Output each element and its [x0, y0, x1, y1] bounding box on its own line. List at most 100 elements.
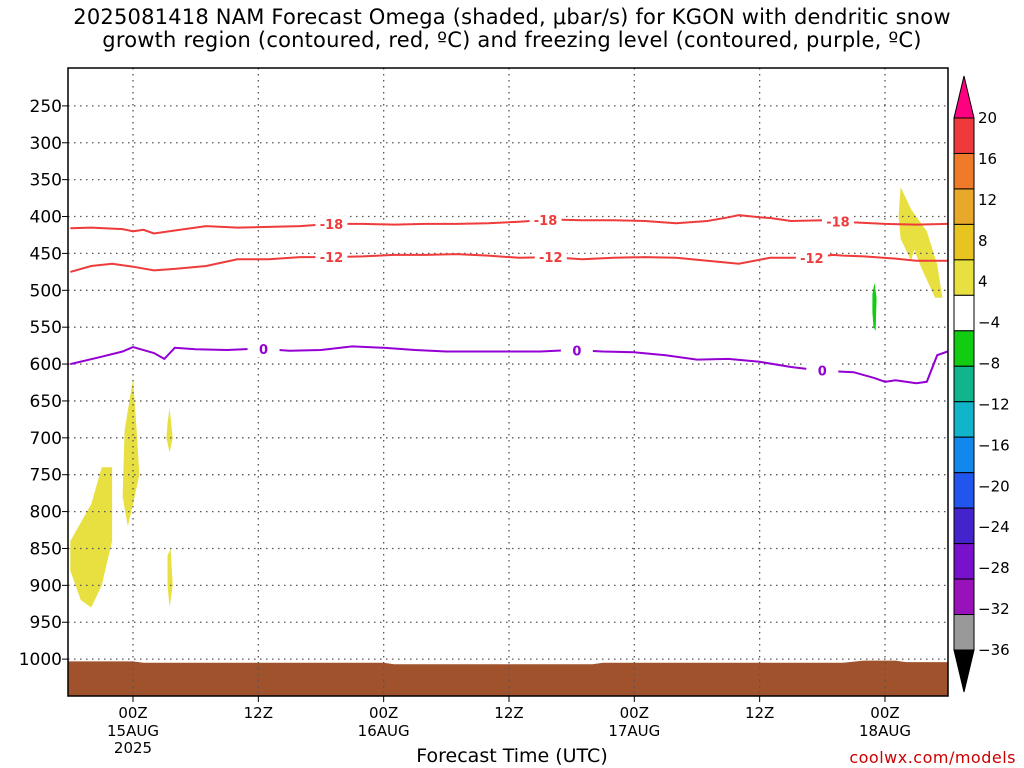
- colorbar: 20 16 12 8 4 −4 −8 −12 −16 −20 −24 −28 −32 −36: [953, 75, 1010, 693]
- chart-title-line-2: growth region (contoured, red, ºC) and f…: [102, 28, 922, 52]
- x-axis-label: Forecast Time (UTC): [416, 745, 608, 767]
- x-tick-date: 18AUG: [859, 722, 911, 740]
- y-tick-label: 400: [30, 208, 62, 228]
- contour-label: -12: [320, 251, 344, 266]
- y-tick-label: 950: [30, 613, 62, 633]
- x-tick-label: 00Z: [870, 704, 899, 722]
- x-tick-label: 12Z: [244, 704, 273, 722]
- contour-label: -18: [826, 215, 850, 230]
- contour-label-bg: [795, 249, 828, 266]
- contour-label: 0: [259, 343, 268, 358]
- colorbar-bin: [953, 259, 975, 296]
- colorbar-bin: [953, 436, 975, 474]
- colorbar-label: 16: [978, 150, 997, 168]
- y-tick-label: 250: [30, 97, 62, 117]
- colorbar-bin: [953, 543, 975, 580]
- y-tick-label: 300: [30, 134, 62, 154]
- colorbar-label: −32: [978, 600, 1010, 618]
- terrain-layer: [68, 660, 948, 696]
- contour-label: 0: [572, 344, 581, 359]
- colorbar-bin: [953, 614, 975, 651]
- colorbar-label: 4: [978, 273, 988, 291]
- colorbar-bin: [953, 365, 975, 403]
- colorbar-label: −20: [978, 477, 1010, 495]
- terrain-fill: [68, 660, 948, 696]
- omega-shaded-region: [167, 548, 173, 608]
- x-tick-label: 12Z: [745, 704, 774, 722]
- y-tick-label: 600: [30, 355, 62, 375]
- y-tick-label: 1000: [19, 650, 62, 670]
- y-tick-label: 450: [30, 244, 62, 264]
- y-tick-label: 650: [30, 392, 62, 412]
- colorbar-bin: [953, 330, 975, 367]
- colorbar-label: 12: [978, 191, 997, 209]
- chart-title-line-1: 2025081418 NAM Forecast Omega (shaded, μ…: [73, 5, 951, 29]
- colorbar-bottom-arrow: [953, 649, 975, 693]
- contour-label-bg: [315, 215, 348, 232]
- colorbar-label: −4: [978, 314, 1000, 332]
- colorbar-label: −28: [978, 559, 1010, 577]
- x-tick-date: 17AUG: [608, 722, 660, 740]
- chart-title: 2025081418 NAM Forecast Omega (shaded, μ…: [0, 6, 1024, 52]
- contour-label-bg: [247, 340, 280, 357]
- contour-line: [70, 345, 948, 385]
- plot-frame: [67, 67, 949, 697]
- contour-label: -12: [539, 251, 563, 266]
- omega-shaded-region: [898, 187, 943, 298]
- colorbar-bin: [953, 152, 975, 190]
- contour-label-bg: [806, 362, 839, 379]
- x-tick-label: 00Z: [620, 704, 649, 722]
- contour-label: -18: [534, 214, 558, 229]
- colorbar-label: −8: [978, 355, 1000, 373]
- colorbar-bin: [953, 472, 975, 509]
- y-axis: 250 300 350 400 450 500 550 600 650 700 750 800 850 9…: [19, 97, 68, 670]
- y-tick-label: 550: [30, 318, 62, 338]
- contour-label-bg: [821, 213, 854, 230]
- x-tick-label: 12Z: [494, 704, 523, 722]
- colorbar-bin: [953, 188, 975, 225]
- colorbar-bin: [953, 294, 975, 332]
- y-tick-label: 700: [30, 429, 62, 449]
- x-tick-date: 16AUG: [358, 722, 410, 740]
- y-tick-label: 850: [30, 539, 62, 559]
- colorbar-top-arrow: [953, 75, 975, 119]
- colorbar-bin: [953, 401, 975, 438]
- omega-shaded-region: [872, 282, 877, 331]
- colorbar-bin: [953, 578, 975, 616]
- colorbar-label: 20: [978, 109, 997, 127]
- contour-label: -12: [800, 252, 824, 267]
- colorbar-label: 8: [978, 232, 988, 250]
- contour-label: -18: [320, 218, 344, 233]
- colorbar-bin: [953, 117, 975, 154]
- y-tick-label: 500: [30, 281, 62, 301]
- x-tick-year: 2025: [114, 739, 152, 757]
- colorbar-label: −16: [978, 436, 1010, 454]
- colorbar-label: −24: [978, 518, 1010, 536]
- grid-layer: [68, 68, 948, 696]
- contour-label-bg: [534, 249, 567, 266]
- omega-shading-layer: [70, 187, 943, 608]
- credit-link[interactable]: coolwx.com/models: [849, 748, 1016, 767]
- contour-label-bg: [529, 211, 562, 228]
- colorbar-bin: [953, 507, 975, 545]
- colorbar-label: −36: [978, 641, 1010, 659]
- x-tick-label: 00Z: [369, 704, 398, 722]
- omega-shaded-region: [122, 378, 140, 527]
- y-tick-label: 800: [30, 503, 62, 523]
- contour-label: 0: [818, 365, 827, 380]
- omega-shaded-region: [166, 408, 173, 453]
- omega-shaded-region: [70, 467, 113, 608]
- y-tick-label: 350: [30, 171, 62, 191]
- colorbar-bin: [953, 223, 975, 261]
- y-tick-label: 750: [30, 466, 62, 486]
- contour-line: [70, 214, 948, 235]
- colorbar-label: −12: [978, 395, 1010, 413]
- contour-layer: -18 -18 -18 -12 -12 -12 0 0 0: [70, 211, 948, 385]
- x-tick-date: 15AUG: [107, 722, 159, 740]
- x-tick-label: 00Z: [118, 704, 147, 722]
- contour-label-bg: [560, 342, 593, 359]
- y-tick-label: 900: [30, 576, 62, 596]
- contour-label-bg: [315, 249, 348, 266]
